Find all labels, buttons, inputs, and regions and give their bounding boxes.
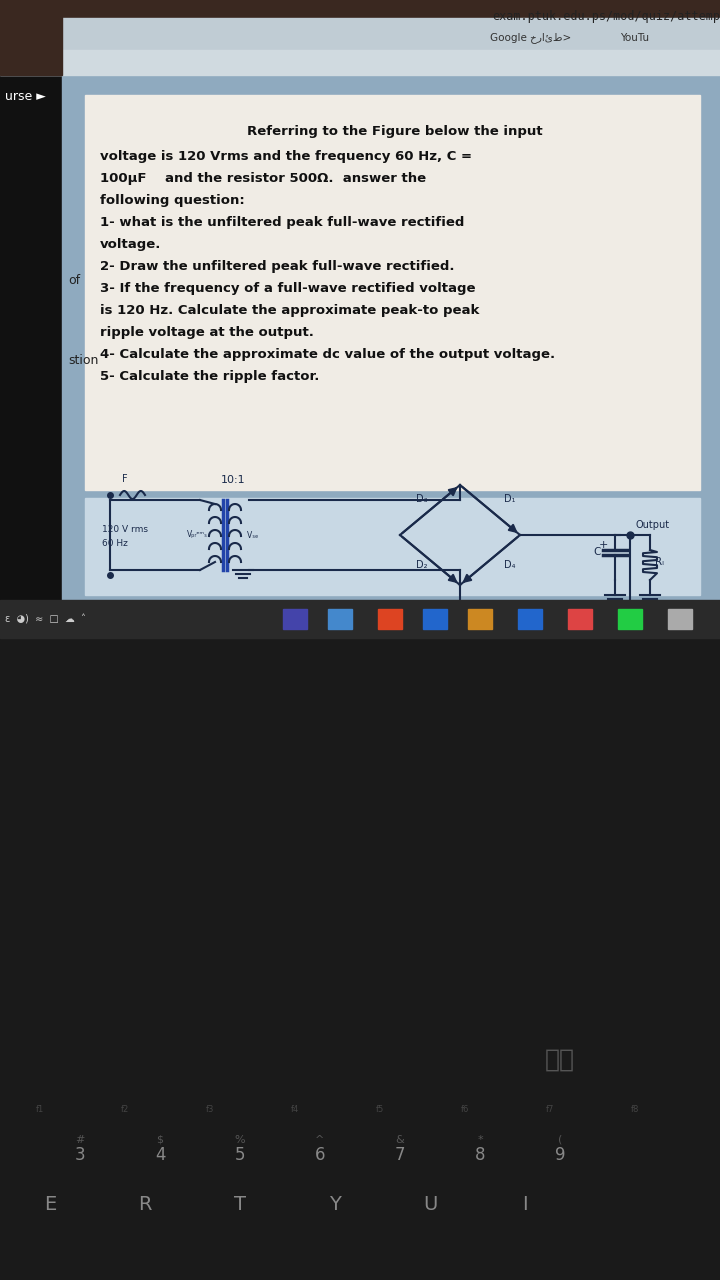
Text: F: F: [122, 474, 127, 484]
Text: is 120 Hz. Calculate the approximate peak-to peak: is 120 Hz. Calculate the approximate pea…: [100, 303, 480, 317]
Bar: [378, 609, 402, 628]
Bar: [85, 95, 700, 490]
Bar: [518, 609, 542, 628]
Bar: [283, 609, 307, 628]
Bar: [668, 609, 692, 628]
Text: 8: 8: [474, 1146, 485, 1164]
Bar: [0, 0, 62, 76]
Bar: [0, 0, 720, 76]
Bar: [85, 498, 700, 595]
Text: Y: Y: [329, 1196, 341, 1215]
Text: I: I: [522, 1196, 528, 1215]
Text: f4: f4: [291, 1106, 299, 1115]
Bar: [62, 76, 720, 600]
Text: +: +: [599, 540, 608, 550]
Bar: [423, 609, 447, 628]
Text: f5: f5: [376, 1106, 384, 1115]
Text: 3: 3: [75, 1146, 85, 1164]
Text: #: #: [76, 1135, 85, 1146]
Bar: [0, 600, 720, 637]
Text: D₁: D₁: [504, 494, 516, 504]
Text: 3- If the frequency of a full-wave rectified voltage: 3- If the frequency of a full-wave recti…: [100, 282, 475, 294]
Text: 2- Draw the unfiltered peak full-wave rectified.: 2- Draw the unfiltered peak full-wave re…: [100, 260, 454, 273]
Text: U: U: [423, 1196, 437, 1215]
Text: D₄: D₄: [504, 561, 516, 570]
Bar: [0, 50, 720, 76]
Text: Vₛₑ⁣: Vₛₑ⁣: [248, 530, 258, 539]
Text: stion: stion: [68, 353, 99, 366]
Text: 100μF    and the resistor 500Ω.  answer the: 100μF and the resistor 500Ω. answer the: [100, 172, 426, 186]
Text: Google خرائط>: Google خرائط>: [490, 32, 571, 44]
Bar: [0, 18, 720, 50]
Bar: [618, 609, 642, 628]
Text: &: &: [395, 1135, 405, 1146]
Text: *: *: [477, 1135, 483, 1146]
Bar: [328, 609, 352, 628]
Text: f8: f8: [631, 1106, 639, 1115]
Text: YouTu: YouTu: [620, 33, 649, 44]
Text: 4: 4: [155, 1146, 166, 1164]
Text: C: C: [593, 547, 600, 557]
Text: voltage is 120 Vrms and the frequency 60 Hz, C =: voltage is 120 Vrms and the frequency 60…: [100, 150, 472, 163]
Text: Referring to the Figure below the input: Referring to the Figure below the input: [247, 125, 543, 138]
Text: 5- Calculate the ripple factor.: 5- Calculate the ripple factor.: [100, 370, 320, 383]
Text: f3: f3: [206, 1106, 214, 1115]
Text: $: $: [156, 1135, 163, 1146]
Text: Vₚᵣᵉᵐₛ: Vₚᵣᵉᵐₛ: [186, 530, 207, 539]
Bar: [0, 637, 720, 1280]
Text: 10:1: 10:1: [221, 475, 246, 485]
Text: 60 Hz: 60 Hz: [102, 539, 128, 548]
Text: ⓗⓟ: ⓗⓟ: [545, 1048, 575, 1073]
Text: voltage.: voltage.: [100, 238, 161, 251]
Text: f7: f7: [546, 1106, 554, 1115]
Text: D₃: D₃: [416, 494, 428, 504]
Text: D₂: D₂: [416, 561, 428, 570]
Text: of: of: [68, 274, 80, 287]
Text: ε  ◕)  ≈  □  ☁  ˄: ε ◕) ≈ □ ☁ ˄: [5, 614, 86, 623]
Text: 4- Calculate the approximate dc value of the output voltage.: 4- Calculate the approximate dc value of…: [100, 348, 555, 361]
Text: (: (: [558, 1135, 562, 1146]
Text: E: E: [44, 1196, 56, 1215]
Text: R: R: [138, 1196, 152, 1215]
Text: ripple voltage at the output.: ripple voltage at the output.: [100, 326, 314, 339]
Text: 6: 6: [315, 1146, 325, 1164]
Text: Rₗ: Rₗ: [655, 557, 664, 567]
Text: 120 V rms: 120 V rms: [102, 526, 148, 535]
Text: %: %: [235, 1135, 246, 1146]
Text: 9: 9: [554, 1146, 565, 1164]
Bar: [568, 609, 592, 628]
Text: ^: ^: [315, 1135, 325, 1146]
Text: f1: f1: [36, 1106, 44, 1115]
Text: 7: 7: [395, 1146, 405, 1164]
Text: f2: f2: [121, 1106, 129, 1115]
Text: urse ►: urse ►: [5, 90, 46, 102]
Text: f6: f6: [461, 1106, 469, 1115]
Text: 1- what is the unfiltered peak full-wave rectified: 1- what is the unfiltered peak full-wave…: [100, 216, 464, 229]
Text: following question:: following question:: [100, 195, 245, 207]
Text: T: T: [234, 1196, 246, 1215]
Bar: [0, 0, 720, 18]
Text: exam.ptuk.edu.ps/mod/quiz/attemp: exam.ptuk.edu.ps/mod/quiz/attemp: [492, 10, 720, 23]
Text: Output: Output: [635, 520, 669, 530]
Bar: [468, 609, 492, 628]
Text: 5: 5: [235, 1146, 246, 1164]
